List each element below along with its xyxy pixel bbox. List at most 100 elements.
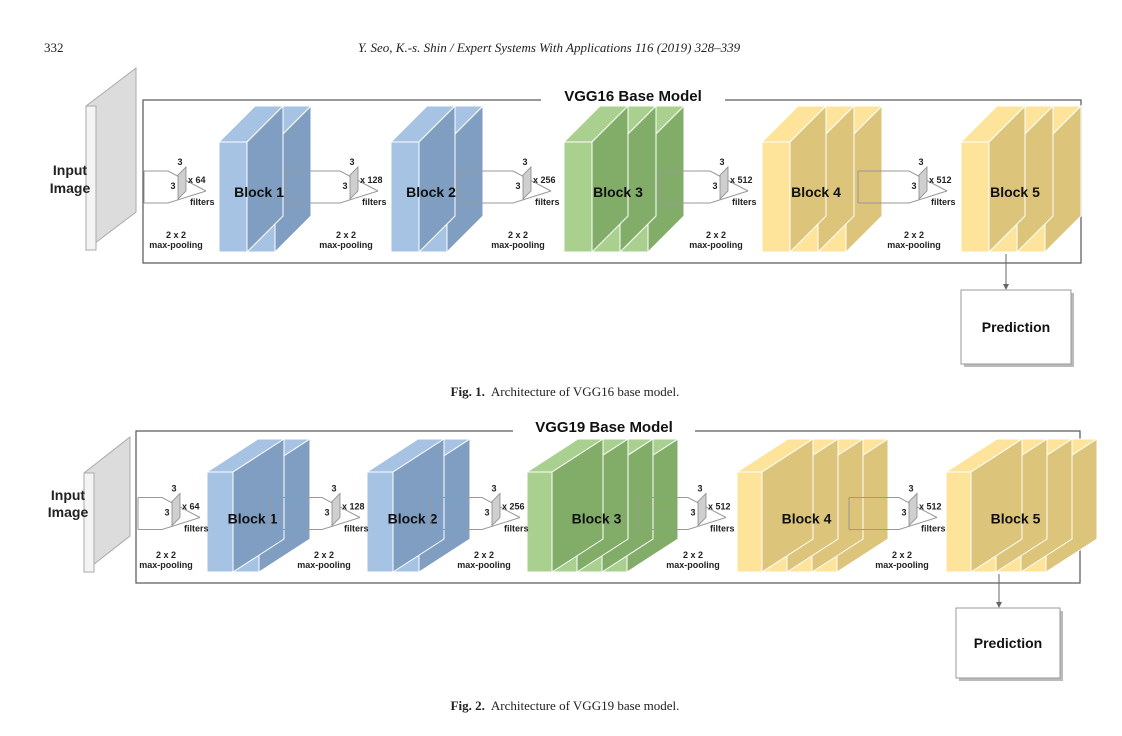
fig1-filters-label: filters bbox=[732, 197, 757, 207]
fig1-conv-kernel-1: 3 3 x 64 filters bbox=[143, 157, 215, 207]
fig1-filter-count: x 256 bbox=[533, 175, 556, 185]
fig2-filters-label: filters bbox=[710, 524, 735, 534]
fig2-kernel-guide-top bbox=[431, 497, 521, 518]
fig2-diagram-title: VGG19 Base Model bbox=[535, 419, 673, 436]
fig2-kernel-size-top: 3 bbox=[908, 484, 913, 494]
fig2-conv-kernel-4: 3 3 x 512 filters bbox=[638, 484, 735, 534]
fig2-block-3-layer-front bbox=[526, 471, 553, 573]
fig2-filters-label: filters bbox=[344, 524, 369, 534]
fig2-kernel-size-left: 3 bbox=[690, 508, 695, 518]
fig2-pool-label-3: max-pooling bbox=[457, 560, 511, 570]
fig1-kernel-size-left: 3 bbox=[515, 181, 520, 191]
fig1-input-label-line1: Input bbox=[53, 162, 88, 178]
fig2-kernel-cube bbox=[491, 492, 501, 527]
fig2-pool-label-4: max-pooling bbox=[666, 560, 720, 570]
fig1-kernel-guide-top bbox=[459, 170, 552, 192]
fig1-kernel-guide-bottom bbox=[287, 190, 379, 204]
fig1-pool-label-1: max-pooling bbox=[149, 240, 203, 250]
fig1-block-5-layer-front bbox=[960, 141, 990, 253]
fig1-filter-count: x 512 bbox=[929, 175, 952, 185]
fig1-prediction-label: Prediction bbox=[982, 319, 1050, 335]
fig1-prediction-box bbox=[960, 289, 1072, 365]
fig1-title-background bbox=[541, 84, 725, 102]
fig1-block-2-label: Block 2 bbox=[406, 184, 456, 200]
fig2-kernel-guide-bottom bbox=[271, 517, 361, 530]
fig1-kernel-cube bbox=[719, 166, 729, 200]
fig2-block-4-label: Block 4 bbox=[782, 511, 832, 527]
figure-1-caption: Fig. 1. Architecture of VGG16 base model. bbox=[0, 384, 1122, 400]
fig1-kernel-guide-top bbox=[858, 170, 948, 192]
fig1-prediction-arrow-head bbox=[1003, 284, 1009, 290]
fig1-block-1-layer-front bbox=[218, 141, 248, 253]
fig2-kernel-cube bbox=[331, 492, 341, 527]
fig1-kernel-size-left: 3 bbox=[712, 181, 717, 191]
fig2-prediction-label: Prediction bbox=[974, 635, 1042, 651]
fig2-filter-count: x 512 bbox=[708, 502, 731, 512]
fig2-pool-label-5: max-pooling bbox=[875, 560, 929, 570]
fig2-input-image-front bbox=[83, 472, 95, 573]
fig1-input-label-line2: Image bbox=[50, 180, 91, 196]
fig1-pool-size-2: 2 x 2 bbox=[336, 230, 356, 240]
fig2-pool-label-1: max-pooling bbox=[139, 560, 193, 570]
fig1-block-1-label: Block 1 bbox=[234, 184, 284, 200]
fig2-kernel-guide-top bbox=[271, 497, 361, 518]
fig2-conv-kernel-5: 3 3 x 512 filters bbox=[848, 484, 946, 534]
fig1-block-4: Block 4 bbox=[760, 104, 884, 254]
fig2-pool-size-4: 2 x 2 bbox=[683, 550, 703, 560]
fig1-kernel-size-left: 3 bbox=[170, 181, 175, 191]
fig2-kernel-cube bbox=[908, 492, 918, 527]
fig2-pool-size-1: 2 x 2 bbox=[156, 550, 176, 560]
fig2-filters-label: filters bbox=[921, 524, 946, 534]
fig2-kernel-size-left: 3 bbox=[901, 508, 906, 518]
fig2-block-4-layer-front bbox=[736, 471, 763, 573]
fig2-conv-kernel-3: 3 3 x 256 filters bbox=[430, 484, 529, 534]
fig1-kernel-size-top: 3 bbox=[719, 157, 724, 167]
fig1-kernel-cube bbox=[349, 166, 359, 200]
fig2-filter-count: x 512 bbox=[919, 502, 942, 512]
fig2-kernel-guide-bottom bbox=[849, 517, 938, 530]
fig1-conv-kernel-4: 3 3 x 512 filters bbox=[659, 157, 757, 207]
fig2-block-5-label: Block 5 bbox=[991, 511, 1041, 527]
fig1-block-5-label: Block 5 bbox=[990, 184, 1040, 200]
fig1-block-1: Block 1 bbox=[217, 104, 313, 254]
figure-2-caption-text: Architecture of VGG19 base model. bbox=[490, 698, 680, 713]
page-number: 332 bbox=[44, 40, 64, 55]
fig1-input-image-front bbox=[85, 105, 97, 251]
figure-2-caption: Fig. 2. Architecture of VGG19 base model. bbox=[0, 698, 1122, 714]
fig2-kernel-size-top: 3 bbox=[331, 484, 336, 494]
fig2-conv-kernel-2: 3 3 x 128 filters bbox=[270, 484, 369, 534]
fig2-pool-size-5: 2 x 2 bbox=[892, 550, 912, 560]
fig2-block-2-label: Block 2 bbox=[388, 511, 438, 527]
fig2-pool-label-2: max-pooling bbox=[297, 560, 351, 570]
fig2-kernel-guide-bottom bbox=[138, 517, 201, 530]
fig1-kernel-guide-top bbox=[144, 170, 207, 192]
fig2-block-3: Block 3 bbox=[525, 438, 680, 573]
fig2-title-background bbox=[513, 415, 695, 433]
fig2-block-5-layer-front bbox=[945, 471, 972, 573]
fig2-pool-size-2: 2 x 2 bbox=[314, 550, 334, 560]
fig2-block-4: Block 4 bbox=[735, 438, 890, 573]
fig1-pool-label-4: max-pooling bbox=[689, 240, 743, 250]
fig1-pool-size-5: 2 x 2 bbox=[904, 230, 924, 240]
fig1-kernel-size-top: 3 bbox=[522, 157, 527, 167]
fig1-pool-size-3: 2 x 2 bbox=[508, 230, 528, 240]
fig1-block-4-label: Block 4 bbox=[791, 184, 841, 200]
fig2-block-1-label: Block 1 bbox=[228, 511, 278, 527]
fig2-kernel-guide-bottom bbox=[639, 517, 727, 530]
fig1-block-3: Block 3 bbox=[562, 104, 686, 254]
fig1-pool-label-3: max-pooling bbox=[491, 240, 545, 250]
fig2-kernel-size-top: 3 bbox=[491, 484, 496, 494]
fig1-pool-label-2: max-pooling bbox=[319, 240, 373, 250]
fig1-block-3-label: Block 3 bbox=[593, 184, 643, 200]
fig1-kernel-cube bbox=[522, 166, 532, 200]
fig2-block-2-layer-front bbox=[366, 471, 394, 573]
fig2-prediction-box bbox=[955, 607, 1061, 679]
fig2-conv-kernel-1: 3 3 x 64 filters bbox=[137, 484, 209, 534]
fig2-block-3-label: Block 3 bbox=[572, 511, 622, 527]
fig2-kernel-guide-top bbox=[639, 497, 727, 518]
fig1-kernel-guide-bottom bbox=[459, 190, 552, 204]
fig1-kernel-size-left: 3 bbox=[911, 181, 916, 191]
fig2-block-5: Block 5 bbox=[944, 438, 1099, 573]
fig2-kernel-cube bbox=[697, 492, 707, 527]
